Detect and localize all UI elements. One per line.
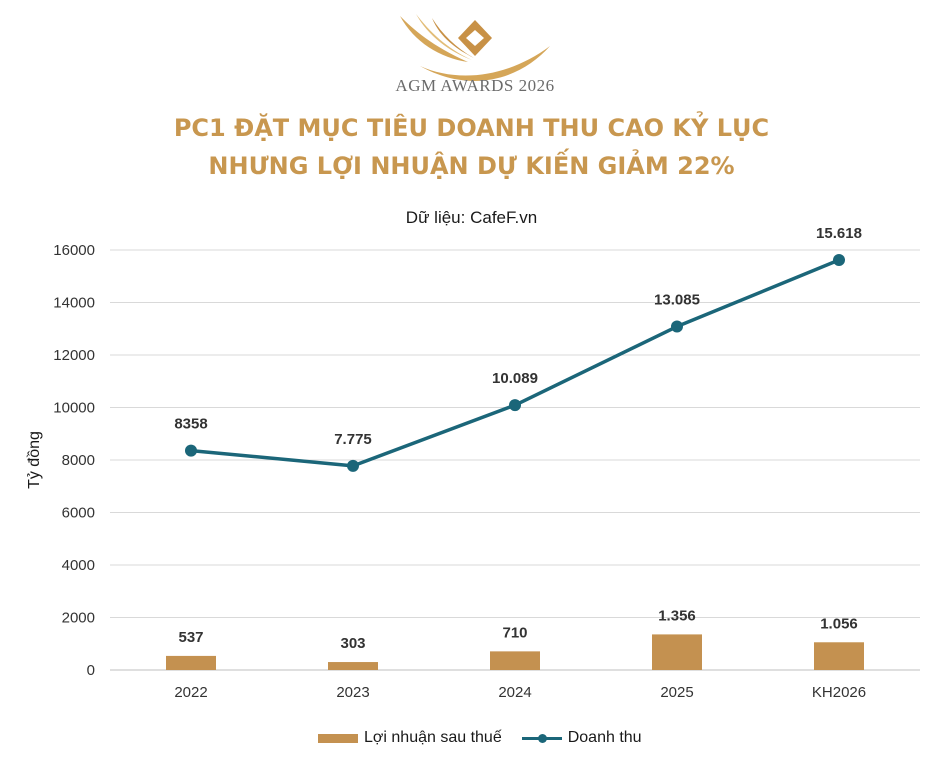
legend-bar-swatch — [318, 733, 358, 743]
revenue-line — [190, 258, 840, 468]
bar-data-label: 537 — [178, 629, 203, 646]
bar-data-label: 303 — [340, 635, 365, 652]
bar-data-label: 1.356 — [658, 607, 696, 624]
bar — [814, 642, 864, 670]
line-data-label: 13.085 — [654, 292, 700, 309]
legend-label-profit: Lợi nhuận sau thuế — [364, 729, 502, 746]
line-data-label: 10.089 — [492, 370, 538, 387]
y-tick-label: 6000 — [62, 505, 95, 522]
y-tick-label: 2000 — [62, 610, 95, 627]
line-point — [671, 320, 683, 333]
y-tick-label: 12000 — [53, 347, 95, 364]
y-tick-label: 0 — [87, 662, 95, 679]
y-axis-ticks: 0 2000 4000 6000 8000 10000 12000 14000 16000 — [53, 242, 95, 679]
line-point — [347, 459, 359, 472]
line-series — [185, 254, 845, 472]
agm-awards-logo — [400, 14, 550, 81]
bar-data-label: 1.056 — [820, 615, 858, 632]
x-tick-label: 2023 — [336, 684, 369, 701]
x-tick-label: 2022 — [174, 684, 207, 701]
bar-data-label: 710 — [502, 624, 527, 641]
chart-legend: Lợi nhuận sau thuế Doanh thu — [318, 727, 642, 749]
bar — [652, 634, 702, 670]
line-data-label: 15.618 — [816, 225, 862, 242]
line-point — [185, 444, 197, 457]
y-axis-label: Tỷ đồng — [26, 431, 43, 489]
legend-label-revenue: Doanh thu — [567, 729, 642, 746]
legend-line-swatch — [521, 733, 562, 743]
y-tick-label: 10000 — [53, 400, 95, 417]
x-axis-ticks: 2022 2023 2024 2025 KH2026 — [174, 684, 866, 701]
line-point — [833, 254, 845, 267]
chart-title-line-1: PC1 ĐẶT MỤC TIÊU DOANH THU CAO KỶ LỤC — [173, 114, 770, 142]
line-data-label: 7.775 — [334, 431, 372, 448]
y-tick-label: 14000 — [53, 295, 95, 312]
y-tick-label: 16000 — [53, 242, 95, 259]
bar — [166, 655, 216, 670]
bar-series — [166, 634, 864, 670]
logo-text: AGM AWARDS 2026 — [395, 76, 555, 95]
chart-subtitle: Dữ liệu: CafeF.vn — [405, 208, 538, 227]
x-tick-label: KH2026 — [812, 684, 866, 701]
bar — [328, 662, 378, 670]
data-labels: 537 303 710 1.356 1.056 8358 7.775 10.089 13.085… — [174, 225, 862, 652]
bar — [490, 651, 540, 670]
x-tick-label: 2024 — [498, 684, 531, 701]
gridlines — [110, 249, 920, 671]
chart-title-line-2: NHƯNG LỢI NHUẬN DỰ KIẾN GIẢM 22% — [208, 152, 735, 180]
line-data-label: 8358 — [174, 416, 207, 433]
line-point — [509, 399, 521, 412]
y-tick-label: 4000 — [62, 557, 95, 574]
x-tick-label: 2025 — [660, 684, 693, 701]
y-tick-label: 8000 — [62, 452, 95, 469]
